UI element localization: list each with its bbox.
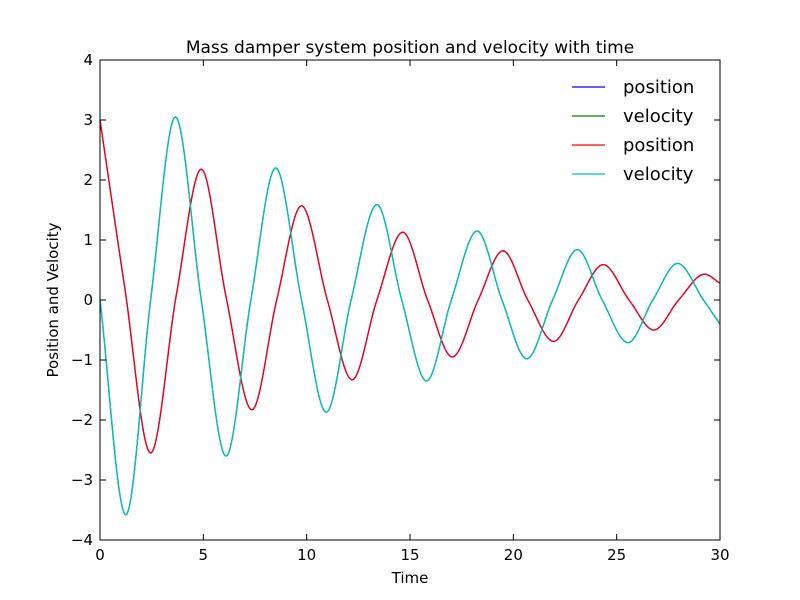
y-tick-label: −2 [71, 411, 93, 429]
series-layer [99, 116, 721, 516]
legend-label-4: velocity [623, 164, 694, 185]
legend-label-2: velocity [623, 106, 694, 127]
plot-background [100, 60, 720, 540]
x-tick-label: 25 [607, 546, 626, 564]
x-tick-label: 30 [710, 546, 729, 564]
y-tick-label: −4 [71, 531, 93, 549]
y-tick-label: −1 [71, 351, 93, 369]
legend-label-1: position [623, 77, 694, 98]
y-tick-label: 4 [83, 51, 93, 69]
x-tick-label: 0 [95, 546, 105, 564]
chart-title: Mass damper system position and velocity… [186, 38, 634, 58]
x-tick-label: 20 [504, 546, 523, 564]
x-tick-label: 15 [400, 546, 419, 564]
x-axis-label: Time [391, 569, 429, 587]
y-axis-label: Position and Velocity [44, 222, 62, 377]
y-tick-label: 1 [83, 231, 93, 249]
y-tick-label: 3 [83, 111, 93, 129]
series-line-3-position [99, 119, 721, 454]
legend: position velocity position velocity [572, 77, 694, 185]
y-tick-label: −3 [71, 471, 93, 489]
series-line-4-velocity [99, 116, 721, 516]
legend-label-3: position [623, 135, 694, 156]
y-tick-label: 2 [83, 171, 93, 189]
plot-area [99, 59, 721, 541]
x-axis-ticks: 0 5 10 15 20 25 30 [95, 60, 730, 564]
y-tick-label: 0 [83, 291, 93, 309]
x-tick-label: 10 [297, 546, 316, 564]
y-axis-ticks: −4 −3 −2 −1 0 1 2 3 4 [71, 51, 720, 549]
x-tick-label: 5 [199, 546, 209, 564]
